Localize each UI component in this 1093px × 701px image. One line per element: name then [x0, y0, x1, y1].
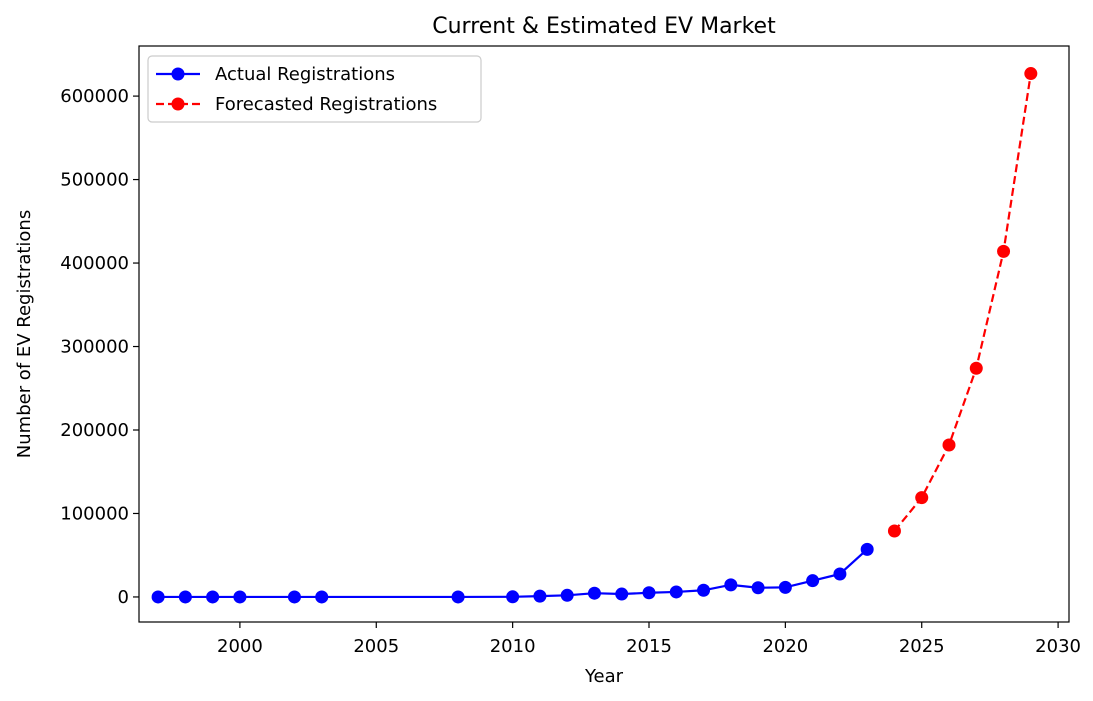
y-tick-label: 200000	[60, 420, 129, 441]
legend-box	[147, 55, 482, 123]
y-tick-label: 300000	[60, 337, 129, 358]
legend-label: Actual Registrations	[215, 64, 395, 85]
data-point	[833, 567, 847, 581]
x-tick-label: 2000	[217, 636, 263, 657]
data-point	[806, 574, 820, 588]
data-point	[151, 590, 165, 604]
chart-title: Current & Estimated EV Market	[432, 14, 776, 39]
data-point	[697, 583, 711, 597]
legend-marker	[171, 67, 185, 81]
y-axis-title: Number of EV Registrations	[14, 210, 35, 458]
x-tick-label: 2020	[762, 636, 808, 657]
data-point	[860, 542, 874, 556]
data-point	[642, 586, 656, 600]
x-axis-title: Year	[584, 666, 624, 687]
x-tick-label: 2025	[899, 636, 945, 657]
data-point	[506, 590, 520, 604]
data-point	[669, 585, 683, 599]
data-point	[942, 438, 956, 452]
data-point	[615, 587, 629, 601]
y-tick-label: 600000	[60, 86, 129, 107]
data-point	[451, 590, 465, 604]
data-point	[206, 590, 220, 604]
legend-marker	[171, 97, 185, 111]
data-point	[969, 361, 983, 375]
data-point	[724, 578, 738, 592]
x-tick-label: 2010	[490, 636, 536, 657]
x-tick-label: 2005	[353, 636, 399, 657]
data-point	[915, 491, 929, 505]
legend-label: Forecasted Registrations	[215, 94, 437, 115]
x-tick-label: 2030	[1035, 636, 1081, 657]
data-point	[287, 590, 301, 604]
data-point	[751, 581, 765, 595]
y-tick-label: 0	[118, 587, 129, 608]
data-point	[587, 586, 601, 600]
y-tick-label: 400000	[60, 253, 129, 274]
axes-frame	[138, 45, 1070, 623]
data-point	[997, 244, 1011, 258]
data-point	[533, 589, 547, 603]
plot-area: 2000 2005 2010 2015 2020 2025 2030 0 100000 20000…	[60, 45, 1081, 657]
x-tick-label: 2015	[626, 636, 672, 657]
legend: Actual Registrations Forecasted Registrat…	[147, 55, 482, 123]
data-point	[1024, 67, 1038, 81]
data-point	[233, 590, 247, 604]
data-point	[315, 590, 329, 604]
data-point	[560, 588, 574, 602]
y-tick-label: 100000	[60, 503, 129, 524]
y-tick-label: 500000	[60, 170, 129, 191]
data-point	[178, 590, 192, 604]
data-point	[887, 524, 901, 538]
data-point	[778, 580, 792, 594]
